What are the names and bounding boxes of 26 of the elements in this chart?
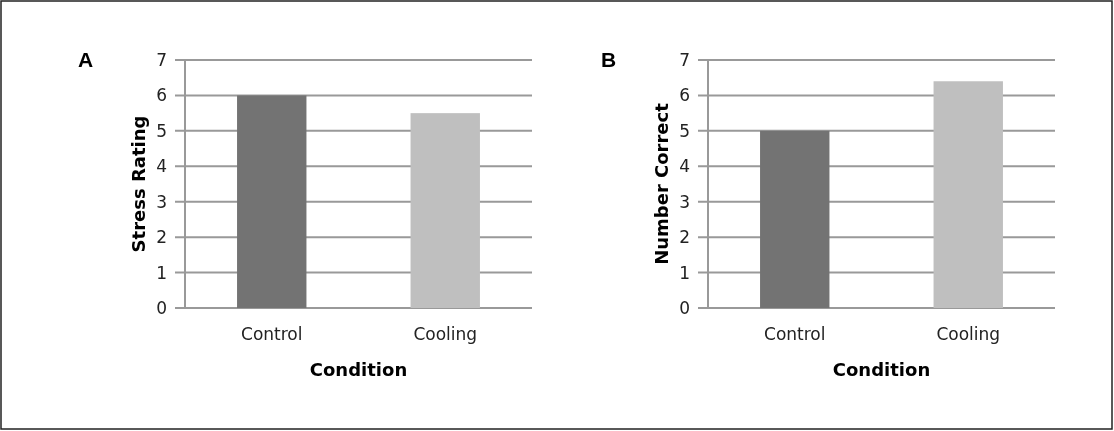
y-tick-label: 3: [679, 191, 690, 212]
y-tick-label: 6: [156, 85, 167, 106]
y-tick-label: 1: [679, 262, 690, 283]
y-tick-label: 2: [679, 227, 690, 248]
y-tick-label: 0: [156, 297, 167, 318]
y-tick-label: 7: [679, 49, 690, 70]
y-tick-label: 0: [679, 297, 690, 318]
y-tick-label: 4: [679, 156, 690, 177]
y-axis-title: Stress Rating: [128, 115, 149, 253]
x-tick-label: Cooling: [936, 324, 1001, 344]
y-tick-label: 6: [679, 85, 690, 106]
x-tick-label: Control: [764, 324, 826, 344]
x-axis-title: Condition: [309, 359, 408, 380]
x-tick-label: Cooling: [413, 324, 478, 344]
x-tick-label: Control: [241, 324, 303, 344]
y-tick-label: 7: [156, 49, 167, 70]
x-axis-title: Condition: [832, 359, 931, 380]
y-tick-label: 5: [156, 120, 167, 141]
y-tick-label: 1: [156, 262, 167, 283]
y-tick-label: 2: [156, 227, 167, 248]
y-tick-label: 3: [156, 191, 167, 212]
y-tick-label: 4: [156, 156, 167, 177]
y-tick-label: 5: [679, 120, 690, 141]
chart-title: A: [78, 48, 94, 71]
chart-title: B: [601, 48, 617, 71]
y-axis-title: Number Correct: [651, 102, 672, 265]
